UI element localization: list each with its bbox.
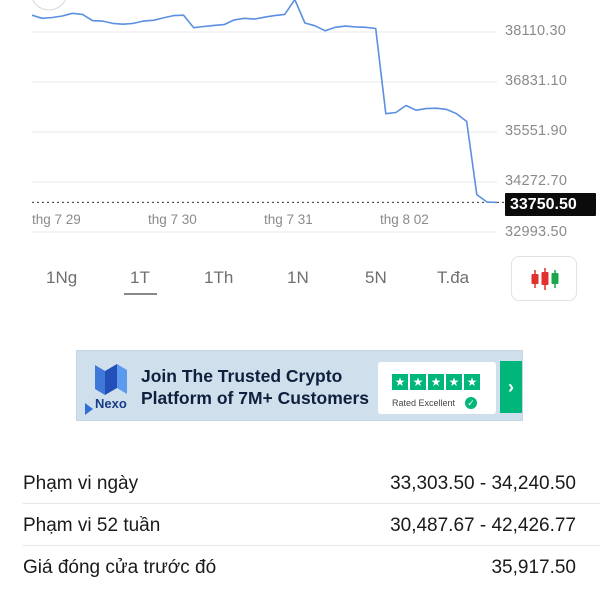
nexo-logo-icon [85,364,127,415]
stat-label: Phạm vi ngày [23,473,139,494]
x-tick-label: thg 7 31 [264,212,313,227]
star-icon: ★ [392,374,408,390]
tab-5-years[interactable]: 5N [365,268,387,287]
tab-1-day[interactable]: 1Ng [46,268,78,287]
x-tick-label: thg 7 30 [148,212,197,227]
star-rating: ★ ★ ★ ★ ★ [392,374,480,390]
y-tick-label: 34272.70 [505,173,568,189]
ad-brand-name: Nexo [95,396,127,411]
star-icon: ★ [464,374,480,390]
y-tick-label: 35551.90 [505,123,568,139]
stat-row-previous-close: Giá đóng cửa trước đó 35,917.50 [0,547,600,588]
ad-headline-line: Join The Trusted Crypto [141,366,343,386]
divider [23,503,600,504]
rating-text: Rated Excellent [392,398,456,408]
current-price-tag: 33750.50 [505,193,596,216]
stat-value: 35,917.50 [491,557,576,578]
tab-1-month[interactable]: 1Th [204,268,234,287]
divider [23,545,600,546]
y-tick-label: 32993.50 [505,224,568,240]
ad-headline: Join The Trusted Crypto Platform of 7M+ … [141,365,369,409]
active-tab-indicator [124,293,157,295]
y-tick-label: 38110.30 [505,23,567,39]
price-series-line [31,0,498,204]
stat-value: 33,303.50 - 34,240.50 [390,473,576,494]
stat-label: Giá đóng cửa trước đó [23,557,217,578]
star-icon: ★ [446,374,462,390]
y-tick-label: 36831.10 [505,73,568,89]
stat-label: Phạm vi 52 tuần [23,515,161,536]
x-tick-label: thg 7 29 [32,212,81,227]
rating-badge: ★ ★ ★ ★ ★ Rated Excellent ✓ [378,362,496,414]
chart-type-button[interactable] [511,256,577,301]
chevron-right-icon[interactable]: › [500,361,522,413]
chart-canvas[interactable] [0,0,600,245]
star-icon: ★ [428,374,444,390]
stat-value: 30,487.67 - 42,426.77 [390,515,576,536]
stat-row-day-range: Phạm vi ngày 33,303.50 - 34,240.50 [0,463,600,504]
tab-max[interactable]: T.đa [437,268,470,287]
check-icon: ✓ [465,397,477,409]
x-tick-label: thg 8 02 [380,212,429,227]
price-chart[interactable]: 38110.30 36831.10 35551.90 34272.70 3299… [0,0,600,245]
tab-1-year[interactable]: 1N [287,268,309,287]
ad-headline-line: Platform of 7M+ Customers [141,388,370,408]
ad-banner[interactable]: Nexo Join The Trusted Crypto Platform of… [76,350,523,421]
stat-row-52-week-range: Phạm vi 52 tuần 30,487.67 - 42,426.77 [0,505,600,546]
candlestick-icon [531,268,559,290]
timeframe-tabs: 1Ng 1T 1Th 1N 5N T.đa [0,256,600,302]
star-icon: ★ [410,374,426,390]
chart-handle-icon[interactable] [31,0,67,11]
tab-1-week[interactable]: 1T [130,268,150,287]
